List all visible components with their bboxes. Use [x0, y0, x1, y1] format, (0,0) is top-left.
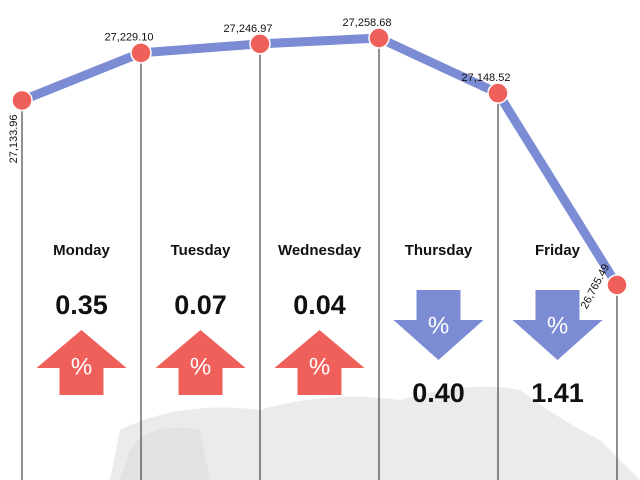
change-value: 0.04: [293, 290, 346, 320]
change-value: 0.35: [55, 290, 108, 320]
point-marker: [368, 27, 390, 49]
percent-symbol: %: [71, 353, 92, 380]
point-marker: [11, 89, 33, 112]
day-name: Monday: [53, 242, 110, 259]
day-name: Friday: [535, 242, 581, 259]
value-label: 27,246.97: [224, 23, 273, 35]
percent-symbol: %: [190, 353, 211, 380]
change-value: 0.07: [174, 290, 227, 320]
percent-symbol: %: [428, 312, 449, 339]
index-line: [20, 33, 621, 288]
up-arrow: [155, 330, 246, 395]
up-arrow: [274, 330, 365, 395]
point-marker: [487, 82, 509, 104]
point-marker: [249, 33, 271, 55]
down-arrow: [512, 290, 603, 360]
day-name: Thursday: [405, 242, 473, 259]
down-arrow: [393, 290, 484, 360]
point-marker: [130, 42, 152, 64]
up-arrow: [36, 330, 127, 395]
value-label: 27,258.68: [343, 17, 392, 29]
change-value: 0.40: [412, 378, 465, 408]
day-name: Tuesday: [171, 242, 231, 259]
day-name: Wednesday: [278, 242, 362, 259]
change-value: 1.41: [531, 378, 584, 408]
percent-symbol: %: [547, 312, 568, 339]
map-background: [110, 386, 640, 480]
value-label: 27,148.52: [462, 72, 511, 84]
point-marker: [606, 274, 628, 296]
value-label: 27,229.10: [105, 32, 154, 44]
percent-symbol: %: [309, 353, 330, 380]
value-label: 27,133.96: [8, 114, 20, 163]
